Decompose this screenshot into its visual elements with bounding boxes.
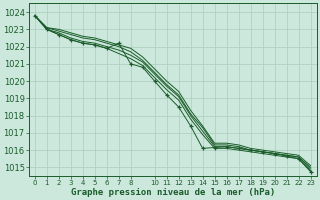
X-axis label: Graphe pression niveau de la mer (hPa): Graphe pression niveau de la mer (hPa) (70, 188, 275, 197)
